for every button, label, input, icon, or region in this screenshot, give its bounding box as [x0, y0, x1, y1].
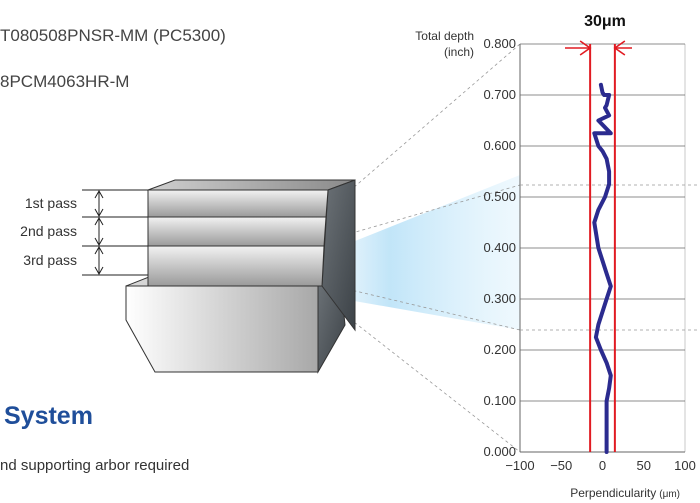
tolerance-arrow: [565, 40, 632, 56]
workpiece-block: [125, 179, 356, 374]
pass-2-label: 2nd pass: [20, 223, 77, 239]
projection-line-2: [344, 184, 521, 236]
pass-1-face: [147, 189, 329, 218]
y-tick-label: 0.700: [483, 87, 516, 102]
y-tick-label: 0.300: [483, 291, 516, 306]
y-tick-label: 0.600: [483, 138, 516, 153]
y-tick-label: 0.800: [483, 36, 516, 51]
projection-beam: [320, 175, 520, 330]
pass-dimensions: [82, 189, 148, 276]
y-axis-label-line1: Total depth: [415, 29, 474, 43]
x-axis-label-main: Perpendicularity: [570, 486, 656, 500]
section-heading: System: [4, 402, 93, 430]
insert-spec-line: T080508PNSR-MM (PC5300): [0, 26, 226, 45]
y-tick-label: 0.400: [483, 240, 516, 255]
projection-line-3: [329, 284, 521, 331]
x-tick-label: 100: [674, 458, 696, 473]
y-tick-label: 0.100: [483, 393, 516, 408]
y-tick-labels: 0.000 0.100 0.200 0.300 0.400 0.500 0.600 0.700…: [483, 36, 516, 459]
holder-spec-line: 8PCM4063HR-M: [0, 72, 130, 91]
x-tick-labels: −100 −50 0 50 100: [505, 458, 696, 473]
base-front-face: [125, 285, 319, 373]
pass-3-face: [147, 245, 325, 287]
pass-1-label: 1st pass: [25, 195, 77, 211]
projection-line-4: [344, 314, 521, 453]
x-axis-label: Perpendicularity (μm): [570, 486, 680, 500]
projection-line-1: [344, 43, 521, 196]
pass-2-face: [147, 216, 327, 247]
x-tick-label: 0: [599, 458, 606, 473]
block-top-face: [147, 179, 356, 191]
perpendicularity-chart: 0.000 0.100 0.200 0.300 0.400 0.500 0.600 0.700…: [483, 36, 700, 473]
x-tick-label: 50: [637, 458, 651, 473]
chart-title: 30μm: [584, 13, 626, 30]
arbor-note: nd supporting arbor required: [0, 457, 190, 474]
pass-3-label: 3rd pass: [23, 252, 77, 268]
y-tick-label: 0.000: [483, 444, 516, 459]
y-tick-label: 0.200: [483, 342, 516, 357]
x-axis-label-unit: (μm): [659, 489, 680, 500]
perpendicularity-profile-line: [592, 82, 613, 454]
x-tick-label: −100: [505, 458, 534, 473]
y-axis-label-line2: (inch): [444, 45, 474, 59]
y-tick-label: 0.500: [483, 189, 516, 204]
y-gridlines: [520, 43, 685, 453]
x-tick-label: −50: [550, 458, 572, 473]
